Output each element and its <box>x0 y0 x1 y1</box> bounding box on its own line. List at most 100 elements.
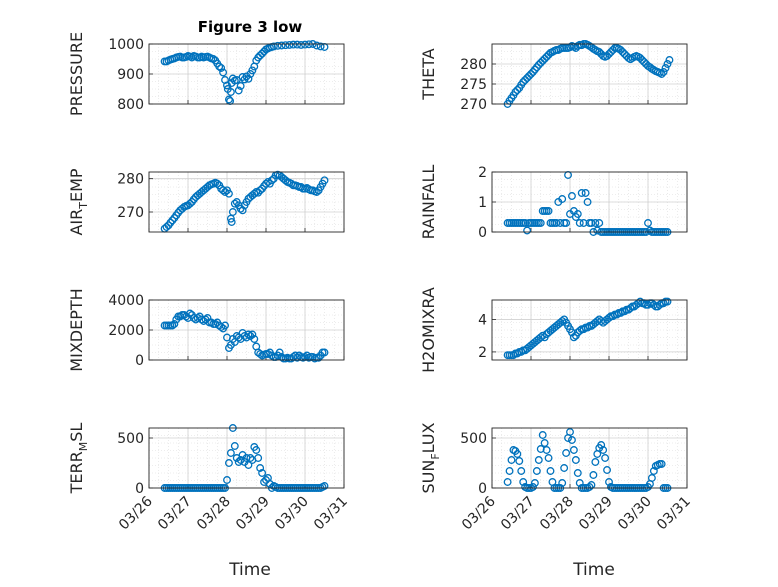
data-point <box>577 189 586 197</box>
data-point <box>530 65 539 74</box>
y-tick-label: 500 <box>460 431 487 447</box>
y-tick-label: 2 <box>478 345 487 361</box>
data-point <box>568 192 576 200</box>
data-point <box>534 456 543 464</box>
data-point <box>636 297 645 306</box>
data-point <box>560 464 569 472</box>
data-point <box>246 454 255 462</box>
y-tick-label: 275 <box>460 77 487 93</box>
data-point <box>256 186 265 195</box>
data-point <box>513 450 522 458</box>
y-tick-label: 500 <box>117 431 144 447</box>
data-point <box>519 78 528 86</box>
x-axis-label-right: Time <box>572 560 615 580</box>
data-point <box>297 40 306 49</box>
y-tick-label: 280 <box>460 57 487 73</box>
data-point <box>636 54 645 62</box>
subplot-pressure: 800 900 1000 PRESSURE <box>67 32 345 116</box>
data-point <box>258 49 267 58</box>
data-point <box>234 458 243 466</box>
axes-box <box>148 427 345 489</box>
data-series <box>160 309 329 363</box>
data-point <box>618 48 627 56</box>
data-point <box>269 42 278 51</box>
data-point <box>601 454 610 462</box>
data-point <box>281 41 290 50</box>
data-point <box>273 41 282 50</box>
data-point <box>544 207 553 215</box>
data-point <box>513 349 522 358</box>
data-point <box>521 219 530 227</box>
data-point <box>532 63 541 72</box>
data-point <box>515 457 524 465</box>
data-point <box>223 476 231 484</box>
data-point <box>230 199 239 208</box>
y-tick-label: 280 <box>117 172 144 188</box>
subplot-air-temp: 270 280 AIRTEMP <box>67 168 345 236</box>
data-point <box>529 68 537 76</box>
data-point <box>213 179 222 188</box>
data-point <box>616 46 625 54</box>
data-point <box>176 312 185 321</box>
data-point <box>207 318 216 327</box>
data-point <box>649 467 658 475</box>
data-point <box>558 195 567 203</box>
y-axis-label: H2OMIXRA <box>419 287 438 373</box>
data-point <box>659 68 668 76</box>
data-point <box>595 219 604 227</box>
data-point <box>657 460 666 468</box>
data-point <box>281 176 290 185</box>
data-point <box>608 312 617 321</box>
data-point <box>224 189 233 198</box>
figure-title: Figure 3 low <box>198 18 303 36</box>
data-point <box>517 347 526 356</box>
data-point <box>316 42 325 51</box>
data-point <box>224 459 233 467</box>
data-point <box>244 330 253 339</box>
data-point <box>219 68 228 77</box>
data-point <box>320 482 329 490</box>
data-point <box>242 72 251 81</box>
data-point <box>507 456 516 464</box>
data-point <box>644 219 652 227</box>
data-point <box>293 40 302 49</box>
data-point <box>166 218 175 227</box>
data-point <box>649 300 658 309</box>
data-point <box>665 56 674 64</box>
data-point <box>558 479 567 487</box>
data-point <box>236 82 245 90</box>
data-point <box>219 186 228 195</box>
data-point <box>540 439 549 447</box>
data-point <box>503 478 512 486</box>
data-point <box>661 64 670 72</box>
y-axis-label: THETA <box>419 48 438 100</box>
data-point <box>189 195 198 204</box>
data-point <box>536 58 545 67</box>
data-point <box>293 353 302 362</box>
subplot-mixdepth: 0 2000 4000 MIXDEPTH <box>67 288 345 372</box>
data-point <box>209 55 218 63</box>
data-point <box>663 60 672 68</box>
data-point <box>575 479 584 487</box>
data-point <box>605 50 613 58</box>
data-point <box>583 198 592 206</box>
y-tick-label: 4 <box>478 312 487 328</box>
data-point <box>285 40 294 49</box>
data-point <box>607 48 615 56</box>
data-point <box>640 58 649 66</box>
data-point <box>168 321 177 330</box>
data-point <box>538 331 547 340</box>
data-point <box>227 218 236 226</box>
axes-box <box>491 427 688 489</box>
data-point <box>162 223 171 231</box>
data-point <box>262 476 270 484</box>
data-point <box>595 48 604 56</box>
data-point <box>289 40 298 49</box>
y-tick-label: 0 <box>478 481 487 497</box>
data-point <box>612 310 621 319</box>
subplot-h2omixra: 2 4 H2OMIXRA <box>419 287 688 373</box>
data-point <box>523 226 532 235</box>
data-point <box>587 219 596 227</box>
data-series <box>503 40 674 108</box>
